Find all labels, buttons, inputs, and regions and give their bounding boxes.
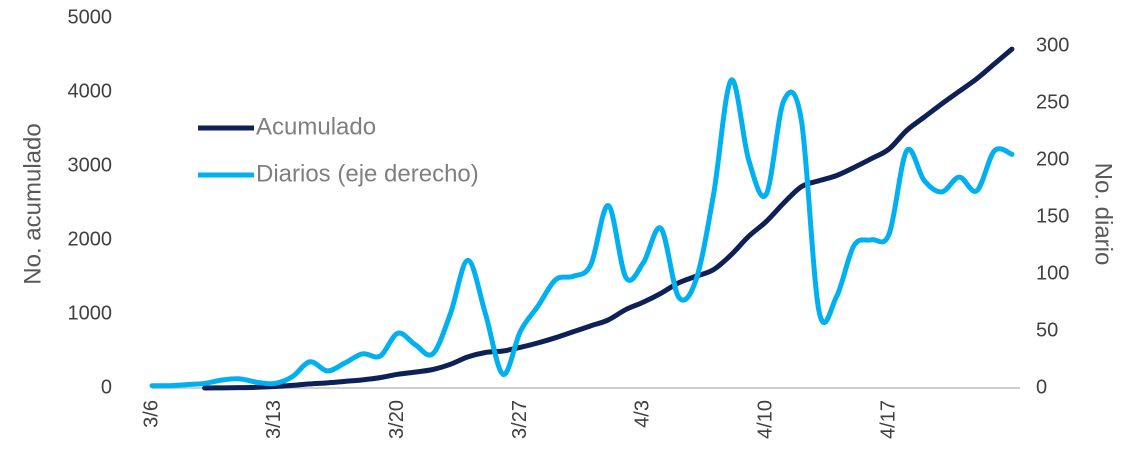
y-tick-label: 2000 (68, 228, 113, 250)
series-line (202, 46, 1015, 391)
y-tick-label: 1000 (68, 302, 113, 324)
x-tick-label: 4/17 (877, 400, 899, 439)
series-line (149, 77, 1015, 389)
y2-tick-label: 0 (1036, 376, 1047, 398)
y-axis-label: No. acumulado (19, 123, 46, 284)
y2-tick-label: 50 (1036, 319, 1058, 341)
y-tick-label: 5000 (68, 6, 113, 28)
y2-tick-label: 150 (1036, 205, 1069, 227)
y2-tick-label: 200 (1036, 148, 1069, 170)
x-tick-label: 4/10 (755, 400, 777, 439)
x-tick-label: 3/13 (263, 400, 285, 439)
x-tick-label: 3/20 (386, 400, 408, 439)
x-tick-label: 3/27 (509, 400, 531, 439)
legend-label: Diarios (eje derecho) (256, 160, 479, 187)
y2-tick-label: 300 (1036, 34, 1069, 56)
y-tick-label: 0 (101, 376, 112, 398)
x-tick-label: 4/3 (632, 400, 654, 428)
y2-tick-label: 250 (1036, 91, 1069, 113)
legend-label: Acumulado (256, 113, 376, 140)
y-tick-label: 4000 (68, 80, 113, 102)
x-tick-label: 3/6 (140, 400, 162, 428)
y-tick-label: 3000 (68, 154, 113, 176)
y2-axis-label: No. diario (1090, 163, 1117, 266)
y2-tick-label: 100 (1036, 262, 1069, 284)
